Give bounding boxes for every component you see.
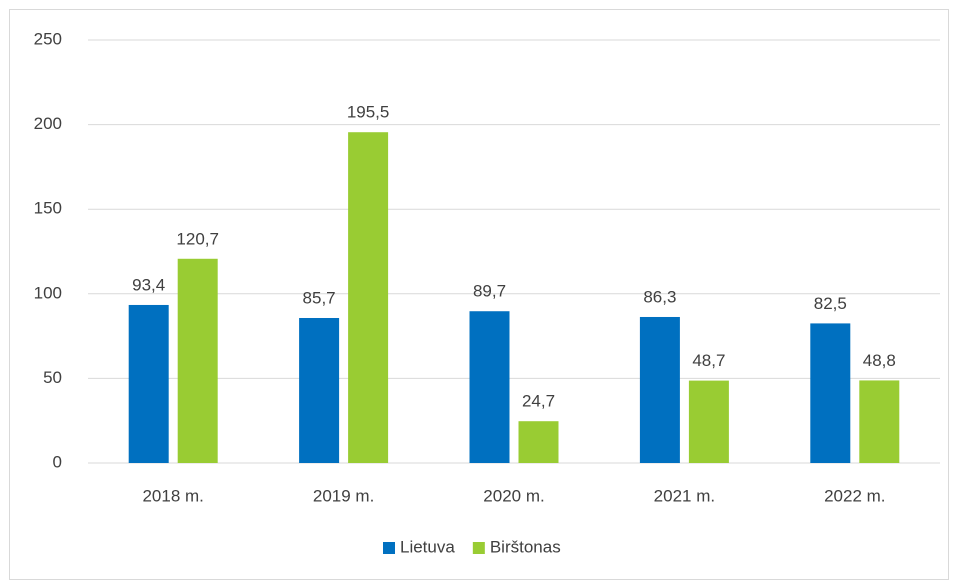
- data-label: 195,5: [347, 103, 390, 122]
- bar: [518, 421, 559, 463]
- data-label: 48,7: [692, 351, 725, 370]
- data-label: 120,7: [176, 229, 219, 248]
- legend-label: Lietuva: [400, 537, 455, 556]
- x-tick-label: 2021 m.: [654, 486, 715, 505]
- data-label: 82,5: [814, 294, 847, 313]
- data-label: 86,3: [643, 287, 676, 306]
- chart-border: [9, 9, 949, 580]
- x-tick-label: 2018 m.: [142, 486, 203, 505]
- legend-swatch: [383, 542, 395, 554]
- bar: [469, 311, 510, 463]
- bar: [128, 304, 169, 463]
- data-label: 85,7: [303, 288, 336, 307]
- y-tick-label: 200: [34, 114, 62, 133]
- bar: [688, 380, 729, 463]
- bar: [810, 323, 851, 463]
- legend-swatch: [472, 542, 485, 554]
- data-label: 89,7: [473, 282, 506, 301]
- bar: [299, 317, 340, 463]
- bar: [348, 132, 389, 464]
- bar: [177, 258, 218, 463]
- x-tick-label: 2022 m.: [824, 486, 885, 505]
- data-label: 93,4: [132, 275, 165, 294]
- y-tick-label: 50: [43, 368, 62, 387]
- y-tick-label: 150: [34, 199, 62, 218]
- legend-label: Birštonas: [490, 537, 561, 556]
- bar: [639, 316, 680, 463]
- bar: [859, 380, 900, 463]
- y-tick-label: 0: [53, 452, 62, 471]
- x-tick-label: 2019 m.: [313, 486, 374, 505]
- y-tick-label: 100: [34, 283, 62, 302]
- y-tick-label: 250: [34, 29, 62, 48]
- x-tick-label: 2020 m.: [483, 486, 544, 505]
- data-label: 48,8: [863, 351, 896, 370]
- data-label: 24,7: [522, 392, 555, 411]
